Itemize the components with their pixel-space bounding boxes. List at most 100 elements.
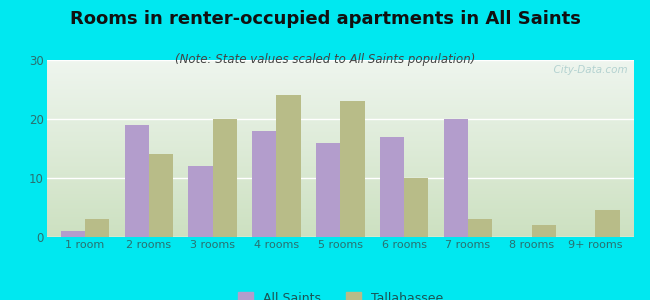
- Bar: [47, 183, 634, 184]
- Bar: [47, 90, 634, 91]
- Bar: [47, 151, 634, 152]
- Bar: [47, 217, 634, 218]
- Bar: [47, 112, 634, 113]
- Bar: [47, 165, 634, 166]
- Bar: [47, 125, 634, 126]
- Bar: [47, 203, 634, 204]
- Bar: [47, 214, 634, 215]
- Bar: [47, 146, 634, 147]
- Bar: [47, 159, 634, 160]
- Bar: [47, 65, 634, 66]
- Bar: [47, 201, 634, 202]
- Bar: [47, 220, 634, 221]
- Bar: [47, 139, 634, 140]
- Bar: [47, 158, 634, 159]
- Bar: [47, 168, 634, 169]
- Bar: [47, 204, 634, 205]
- Bar: [61, 231, 85, 237]
- Bar: [47, 199, 634, 200]
- Bar: [47, 100, 634, 101]
- Bar: [47, 222, 634, 223]
- Bar: [47, 74, 634, 75]
- Bar: [47, 145, 634, 146]
- Bar: [47, 209, 634, 210]
- Bar: [47, 172, 634, 173]
- Bar: [47, 176, 634, 177]
- Bar: [47, 87, 634, 88]
- Bar: [47, 95, 634, 96]
- Bar: [47, 73, 634, 74]
- Bar: [47, 225, 634, 226]
- Bar: [47, 202, 634, 203]
- Bar: [47, 188, 634, 189]
- Bar: [47, 185, 634, 186]
- Bar: [47, 147, 634, 148]
- Bar: [47, 142, 634, 143]
- Bar: [47, 77, 634, 78]
- Bar: [47, 132, 634, 133]
- Bar: [47, 105, 634, 106]
- Bar: [47, 111, 634, 112]
- Text: City-Data.com: City-Data.com: [547, 65, 628, 75]
- Bar: [404, 178, 428, 237]
- Bar: [468, 219, 492, 237]
- Bar: [47, 108, 634, 109]
- Bar: [47, 234, 634, 235]
- Bar: [47, 227, 634, 228]
- Bar: [47, 194, 634, 195]
- Bar: [47, 157, 634, 158]
- Bar: [47, 143, 634, 144]
- Bar: [47, 128, 634, 129]
- Bar: [47, 106, 634, 107]
- Bar: [47, 94, 634, 95]
- Bar: [47, 174, 634, 175]
- Bar: [47, 229, 634, 230]
- Bar: [47, 230, 634, 231]
- Bar: [47, 121, 634, 122]
- Bar: [47, 177, 634, 178]
- Bar: [47, 223, 634, 224]
- Bar: [149, 154, 173, 237]
- Bar: [47, 162, 634, 163]
- Text: (Note: State values scaled to All Saints population): (Note: State values scaled to All Saints…: [175, 52, 475, 65]
- Bar: [47, 152, 634, 153]
- Bar: [47, 134, 634, 135]
- Bar: [47, 89, 634, 90]
- Bar: [47, 72, 634, 73]
- Bar: [47, 170, 634, 171]
- Bar: [47, 153, 634, 154]
- Bar: [47, 179, 634, 180]
- Bar: [47, 119, 634, 120]
- Bar: [47, 189, 634, 190]
- Bar: [47, 166, 634, 167]
- Bar: [47, 99, 634, 100]
- Bar: [47, 63, 634, 64]
- Bar: [47, 218, 634, 219]
- Bar: [47, 92, 634, 93]
- Bar: [47, 187, 634, 188]
- Bar: [47, 200, 634, 201]
- Bar: [47, 120, 634, 121]
- Bar: [47, 181, 634, 182]
- Bar: [47, 208, 634, 209]
- Bar: [47, 175, 634, 176]
- Bar: [47, 98, 634, 99]
- Bar: [47, 110, 634, 111]
- Bar: [47, 192, 634, 193]
- Bar: [47, 113, 634, 114]
- Bar: [47, 84, 634, 85]
- Bar: [47, 224, 634, 225]
- Bar: [47, 195, 634, 196]
- Bar: [47, 202, 634, 203]
- Bar: [47, 221, 634, 222]
- Bar: [47, 231, 634, 232]
- Bar: [47, 164, 634, 165]
- Bar: [47, 196, 634, 197]
- Bar: [47, 115, 634, 116]
- Bar: [47, 127, 634, 128]
- Bar: [47, 144, 634, 145]
- Bar: [47, 138, 634, 139]
- Bar: [47, 64, 634, 65]
- Bar: [213, 119, 237, 237]
- Bar: [47, 212, 634, 213]
